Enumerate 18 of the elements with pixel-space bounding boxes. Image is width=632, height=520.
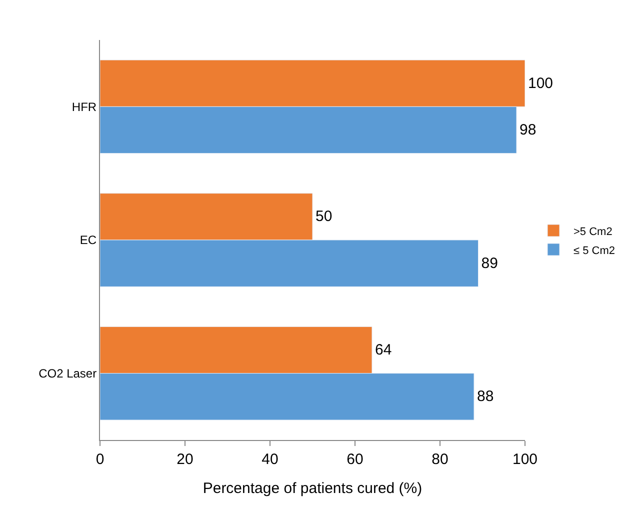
x-tick-label: 100 [512,451,538,468]
x-tick-label: 80 [432,451,448,468]
data-label: 64 [375,342,392,358]
data-label: 50 [316,208,332,226]
y-tick-label: EC [80,233,97,248]
y-tick-label: HFR [72,100,97,114]
data-label: 98 [520,122,536,138]
x-tick-label: 20 [176,451,194,468]
legend-label: >5 Cm2 [574,226,612,238]
y-tick-label: CO2 Laser [38,366,97,381]
data-label: 100 [528,74,554,92]
data-label: 89 [481,254,498,272]
legend-label: ≤ 5 Cm2 [574,244,615,257]
x-axis-title: Percentage of patients cured (%) [202,480,422,497]
x-tick-label: 60 [346,451,364,468]
x-tick-label: 40 [262,451,278,468]
data-label: 88 [477,388,494,406]
x-tick-label: 0 [96,451,104,468]
